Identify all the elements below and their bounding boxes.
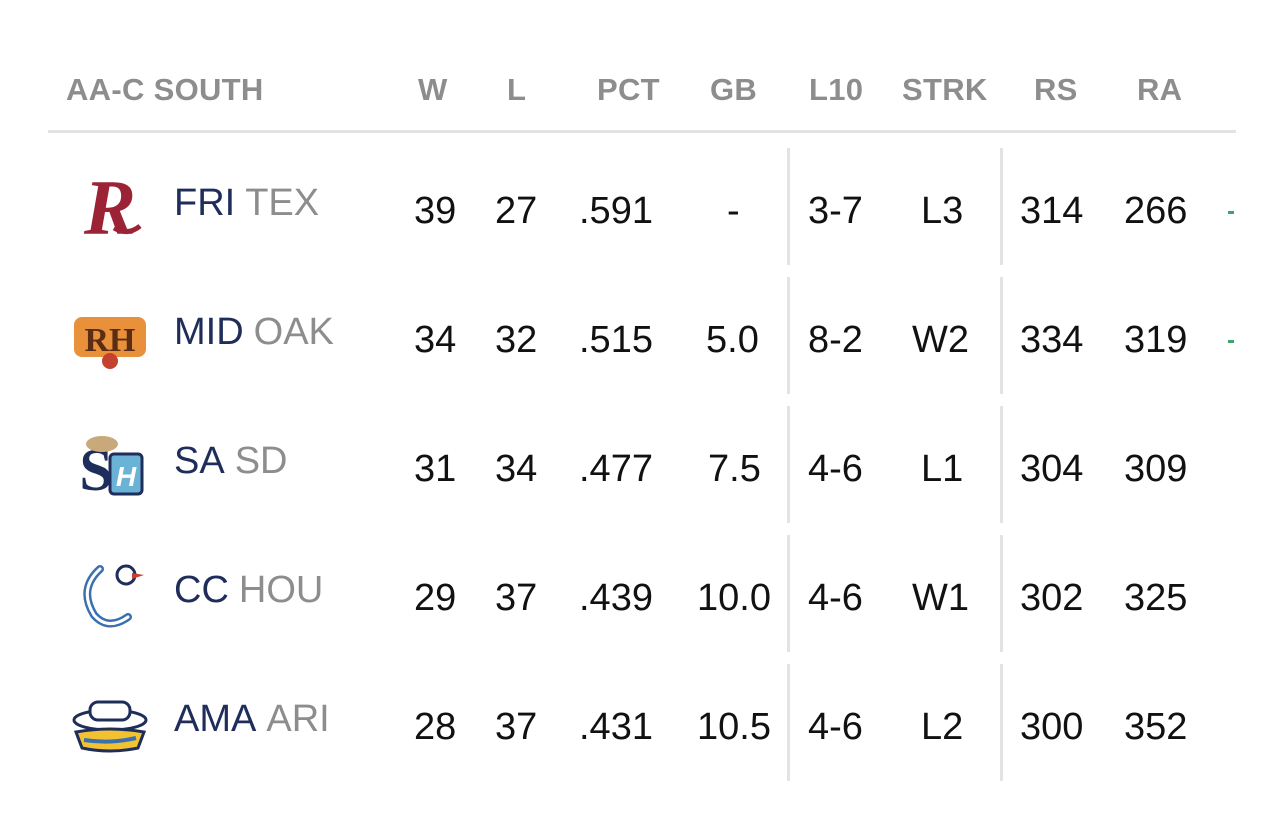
runs-scored-value: 302 [1020,577,1084,619]
midland-rockhounds-logo-icon: RH [70,301,150,377]
column-divider [787,664,790,781]
pct-value: .591 [579,190,653,232]
svg-text:R: R [83,172,136,248]
streak-value: W2 [912,319,969,361]
corpus-christi-hooks-logo-icon [70,559,150,635]
runs-scored-value: 300 [1020,706,1084,748]
gb-value: - [727,190,740,232]
streak-value: W1 [912,577,969,619]
column-header-pct[interactable]: PCT [597,72,660,107]
last10-value: 4-6 [808,706,863,748]
table-row[interactable]: CC HOU 29 37 .439 10.0 4-6 W1 302 325 [48,535,1284,664]
runs-scored-value: 334 [1020,319,1084,361]
column-header-ra[interactable]: RA [1137,72,1183,107]
gb-value: 10.5 [697,706,771,748]
table-row[interactable]: RH MID OAK 34 32 .515 5.0 8-2 W2 334 319 [48,277,1284,406]
last10-value: 4-6 [808,448,863,490]
column-divider [787,277,790,394]
svg-text:RH: RH [85,322,136,359]
column-header-w[interactable]: W [418,72,448,107]
column-header-rs[interactable]: RS [1034,72,1078,107]
pct-value: .431 [579,706,653,748]
column-header-l10[interactable]: L10 [809,72,864,107]
runs-allowed-value: 319 [1124,319,1188,361]
wins-value: 39 [414,190,457,232]
table-row[interactable]: AMA ARI 28 37 .431 10.5 4-6 L2 300 352 [48,664,1284,793]
team-abbr: CC [174,569,229,611]
losses-value: 32 [495,319,538,361]
last10-value: 3-7 [808,190,863,232]
parent-club-abbr: TEX [245,182,320,224]
table-row[interactable]: R FRI TEX 39 27 .591 - 3-7 L3 314 266 [48,148,1284,277]
table-row[interactable]: S H SA SD 31 34 .477 7.5 4-6 L1 304 309 [48,406,1284,535]
streak-value: L1 [921,448,964,490]
runs-scored-value: 314 [1020,190,1084,232]
amarillo-sod-poodles-logo-icon [70,688,150,764]
column-divider [1000,664,1003,781]
trend-marker [1228,340,1234,343]
column-divider [787,148,790,265]
runs-allowed-value: 325 [1124,577,1188,619]
column-divider [1000,277,1003,394]
trend-marker [1228,211,1234,214]
pct-value: .439 [579,577,653,619]
streak-value: L2 [921,706,964,748]
last10-value: 8-2 [808,319,863,361]
column-divider [787,535,790,652]
runs-scored-value: 304 [1020,448,1084,490]
team-abbr: AMA [174,698,257,740]
runs-allowed-value: 309 [1124,448,1188,490]
standings-table: R FRI TEX 39 27 .591 - 3-7 L3 314 266 RH … [48,148,1284,793]
gb-value: 10.0 [697,577,771,619]
runs-allowed-value: 352 [1124,706,1188,748]
team-name[interactable]: SA SD [174,442,288,480]
parent-club-abbr: SD [234,440,288,482]
last10-value: 4-6 [808,577,863,619]
wins-value: 34 [414,319,457,361]
svg-text:H: H [116,461,137,492]
column-divider [787,406,790,523]
parent-club-abbr: ARI [266,698,330,740]
division-title: AA-C SOUTH [66,72,264,107]
column-header-l[interactable]: L [507,72,527,107]
column-divider [1000,535,1003,652]
losses-value: 27 [495,190,538,232]
frisco-roughriders-logo-icon: R [70,172,150,248]
column-divider [1000,148,1003,265]
team-name[interactable]: MID OAK [174,313,334,351]
team-name[interactable]: CC HOU [174,571,323,609]
san-antonio-missions-logo-icon: S H [70,430,150,506]
runs-allowed-value: 266 [1124,190,1188,232]
column-header-gb[interactable]: GB [710,72,758,107]
wins-value: 31 [414,448,457,490]
pct-value: .515 [579,319,653,361]
parent-club-abbr: OAK [253,311,334,353]
wins-value: 28 [414,706,457,748]
standings-header: AA-C SOUTH W L PCT GB L10 STRK RS RA [48,58,1236,133]
losses-value: 37 [495,706,538,748]
team-name[interactable]: AMA ARI [174,700,330,738]
team-abbr: SA [174,440,225,482]
gb-value: 7.5 [708,448,761,490]
team-name[interactable]: FRI TEX [174,184,319,222]
column-header-strk[interactable]: STRK [902,72,988,107]
losses-value: 37 [495,577,538,619]
team-abbr: MID [174,311,244,353]
losses-value: 34 [495,448,538,490]
pct-value: .477 [579,448,653,490]
parent-club-abbr: HOU [238,569,324,611]
gb-value: 5.0 [706,319,759,361]
wins-value: 29 [414,577,457,619]
team-abbr: FRI [174,182,236,224]
streak-value: L3 [921,190,964,232]
column-divider [1000,406,1003,523]
